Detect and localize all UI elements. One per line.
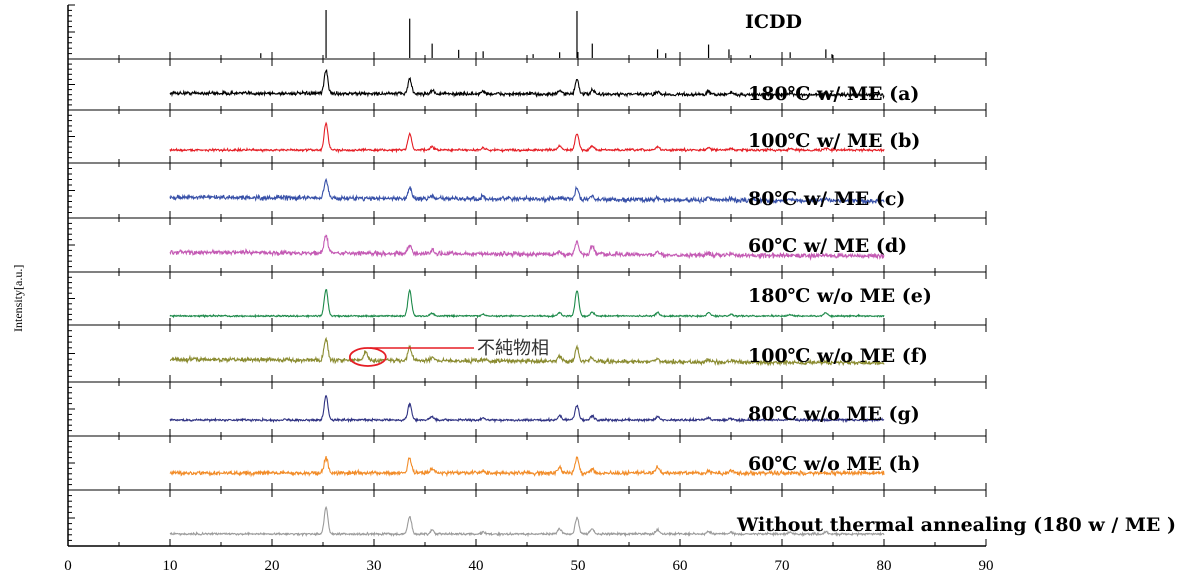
x-tick-label: 0 — [64, 558, 72, 574]
series-line — [169, 121, 885, 154]
series-label: 60℃ w/ ME (d) — [748, 235, 907, 257]
reference-peaks — [260, 10, 833, 58]
chart-frame — [67, 4, 987, 547]
series-labels: ICDD 180℃ w/ ME (a) 100℃ w/ ME (b) 80℃ w/ M… — [736, 11, 1176, 536]
series-traces — [169, 69, 885, 538]
y-axis-label: Intensity[a.u.] — [11, 265, 25, 332]
series-label: 80℃ w/ ME (c) — [748, 188, 905, 210]
x-tick-label: 20 — [265, 558, 280, 574]
reference-label: ICDD — [745, 11, 802, 33]
x-axis-ticks: 0 10 20 30 40 50 60 70 80 90 — [64, 558, 993, 574]
x-tick-label: 40 — [469, 558, 484, 574]
series-label: 180℃ w/ ME (a) — [748, 83, 919, 105]
x-tick-label: 30 — [367, 558, 382, 574]
x-tick-label: 50 — [571, 558, 586, 574]
series-label: 60℃ w/o ME (h) — [748, 453, 920, 475]
series-label: 100℃ w/ ME (b) — [748, 130, 920, 152]
impurity-circle — [348, 347, 387, 367]
series-line — [169, 177, 885, 206]
series-line — [169, 394, 885, 424]
x-tick-label: 80 — [877, 558, 892, 574]
x-tick-label: 70 — [775, 558, 790, 574]
series-line — [169, 505, 885, 538]
series-label: 100℃ w/o ME (f) — [748, 345, 928, 367]
annotation-text: 不純物相 — [477, 338, 549, 359]
series-label: Without thermal annealing (180 w / ME ) — [736, 514, 1176, 536]
series-line — [169, 288, 885, 319]
series-line — [169, 234, 885, 261]
x-tick-label: 90 — [979, 558, 994, 574]
series-label: 80℃ w/o ME (g) — [748, 403, 920, 425]
x-tick-label: 10 — [163, 558, 178, 574]
series-line — [169, 336, 885, 367]
annotation: 不純物相 — [348, 338, 549, 367]
series-label: 180℃ w/o ME (e) — [748, 285, 932, 307]
x-tick-label: 60 — [673, 558, 688, 574]
series-line — [169, 455, 885, 478]
series-line — [169, 69, 885, 100]
